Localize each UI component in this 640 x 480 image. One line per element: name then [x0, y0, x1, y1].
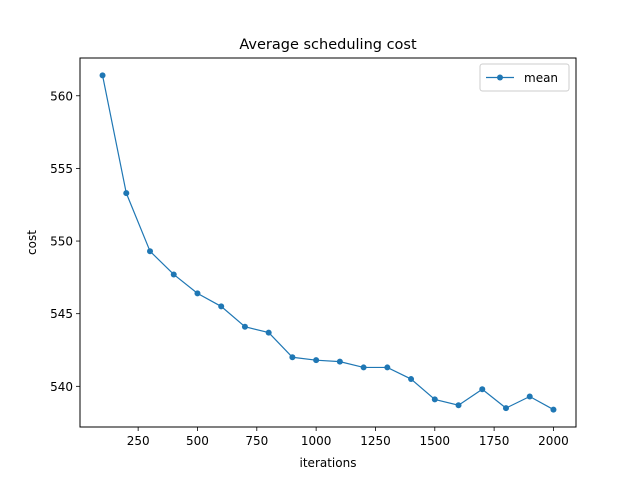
- data-point: [550, 406, 557, 413]
- x-tick-label: 1250: [360, 434, 391, 448]
- data-point: [336, 358, 343, 365]
- x-tick-label: 1500: [420, 434, 451, 448]
- plot-frame: [79, 57, 577, 428]
- data-point: [241, 323, 248, 330]
- data-point: [313, 357, 320, 364]
- y-tick-label: 545: [50, 307, 73, 321]
- y-axis: 540 545 550 555 560: [50, 89, 80, 394]
- x-axis-label: iterations: [300, 456, 357, 470]
- y-tick-label: 540: [50, 380, 73, 394]
- legend-box: [479, 63, 570, 92]
- plot-area: [99, 72, 557, 413]
- x-tick-label: 500: [186, 434, 209, 448]
- x-tick-label: 1000: [301, 434, 332, 448]
- data-point: [479, 386, 486, 393]
- data-point: [147, 248, 154, 255]
- data-point: [408, 376, 415, 383]
- data-point: [384, 364, 391, 371]
- y-axis-label: cost: [25, 230, 39, 255]
- series-line-mean: [101, 75, 554, 411]
- data-point: [123, 190, 130, 197]
- data-point: [526, 393, 533, 400]
- x-tick-label: 1750: [479, 434, 510, 448]
- chart-title: Average scheduling cost: [239, 37, 417, 53]
- legend-label: mean: [524, 71, 558, 85]
- x-tick-label: 2000: [538, 434, 569, 448]
- data-point: [170, 271, 177, 278]
- data-point: [502, 405, 509, 412]
- legend: mean: [479, 63, 570, 92]
- x-tick-label: 250: [127, 434, 150, 448]
- data-point: [431, 396, 438, 403]
- data-point: [218, 303, 225, 310]
- data-point: [360, 364, 367, 371]
- data-point: [265, 329, 272, 336]
- y-tick-label: 555: [50, 162, 73, 176]
- x-tick-label: 750: [245, 434, 268, 448]
- data-point: [455, 402, 462, 409]
- x-axis: 250 500 750 1000 1250 1500 1750 2000: [127, 427, 569, 448]
- y-tick-label: 550: [50, 235, 73, 249]
- data-point: [194, 290, 201, 297]
- data-point: [99, 72, 106, 79]
- legend-marker: [497, 74, 503, 81]
- data-point: [289, 354, 296, 361]
- y-tick-label: 560: [50, 89, 73, 103]
